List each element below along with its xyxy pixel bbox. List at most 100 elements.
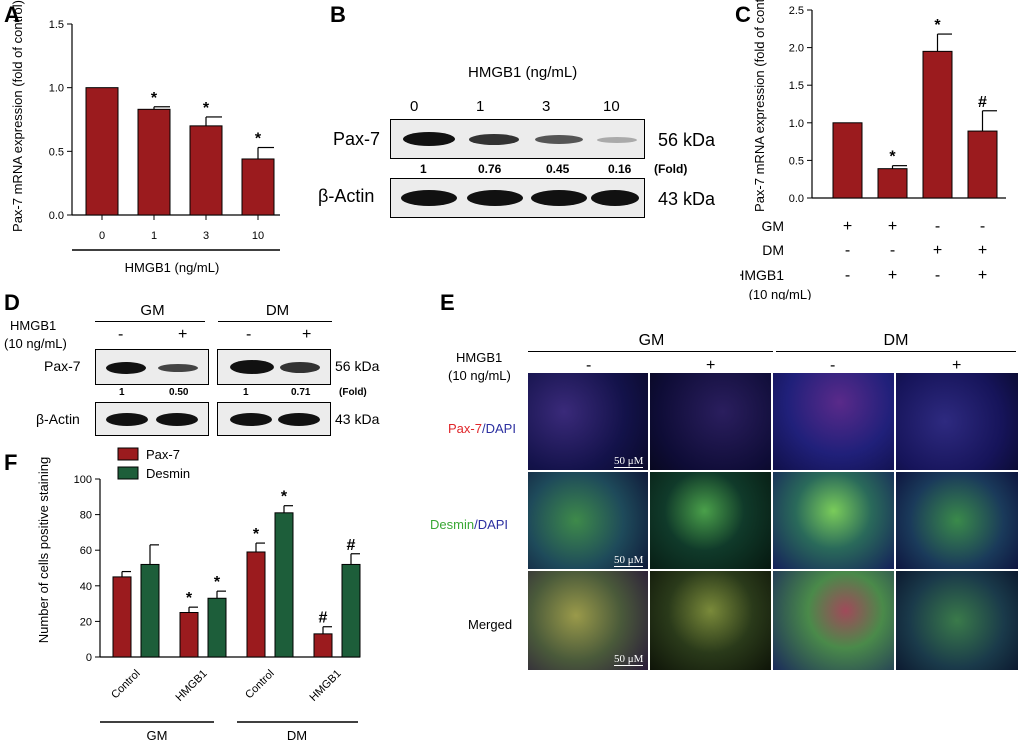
- blot-d-pax7-dm: [217, 349, 331, 385]
- chart-c-cond-sign: -: [935, 218, 940, 235]
- blot-b-fold-unit: (Fold): [654, 162, 688, 176]
- chart-a-bar: [189, 125, 223, 216]
- img-e-group-gm: GM: [638, 332, 665, 349]
- img-e-row1-label: Pax-7/DAPI: [448, 421, 516, 436]
- blot-d-treat-label: HMGB1: [10, 318, 57, 333]
- blot-d-sign-3: -: [246, 326, 252, 343]
- blot-b-row1-kda: 56 kDa: [658, 130, 716, 150]
- img-e-dm-line: [776, 351, 1016, 352]
- img-e-row3-label: Merged: [468, 617, 513, 632]
- chart-a-sig-label: *: [203, 100, 210, 117]
- blot-d-row1-kda: 56 kDa: [335, 358, 380, 374]
- panel-label-d: D: [4, 290, 20, 315]
- blot-d-group-gm: GM: [140, 302, 165, 319]
- img-e-treat-sub: (10 ng/mL): [448, 368, 511, 383]
- blot-b-fold-4: 0.16: [608, 162, 632, 176]
- chart-c-ytick-label: 0.5: [789, 155, 804, 167]
- chart-c-bar: [967, 130, 998, 199]
- blot-d-row2-label: β-Actin: [36, 411, 80, 427]
- chart-f: Number of cells positive staining 0 20 40 6…: [36, 447, 361, 743]
- chart-f-ytick-label: 0: [86, 652, 92, 664]
- chart-f-sig-label: #: [319, 610, 328, 627]
- img-e-scale-2: 50 μM: [614, 554, 644, 567]
- img-e-scale-3: 50 μM: [614, 653, 644, 666]
- chart-c-cond-label: DM: [762, 242, 784, 258]
- panel-label-f: F: [4, 450, 18, 475]
- chart-c-cond-sign: -: [980, 218, 985, 235]
- chart-c-cond-label: HMGB1: [740, 267, 784, 283]
- blot-d-gm-line: [95, 321, 205, 322]
- img-e-r3c4: [896, 571, 1018, 670]
- panel-label-e: E: [440, 290, 455, 315]
- panel-label-b: B: [330, 2, 346, 27]
- chart-a-xtick-label: 10: [252, 230, 264, 242]
- panel-label-a: A: [4, 2, 20, 27]
- img-e-row2-label: Desmin/DAPI: [430, 517, 508, 532]
- chart-a-ylabel: Pax-7 mRNA expression (fold of control): [10, 0, 25, 232]
- chart-f-sig-label: *: [214, 574, 221, 591]
- chart-c-cond-sign: -: [935, 267, 940, 284]
- chart-a-ytick-label: 0.5: [49, 146, 64, 158]
- chart-c-sig-label: #: [978, 94, 987, 111]
- chart-f-bar: [140, 563, 160, 658]
- chart-f-ytick-label: 60: [80, 545, 92, 557]
- chart-c-cond-sign: +: [888, 267, 897, 284]
- blot-b-lane-4: 10: [603, 98, 620, 115]
- img-e-treat-label: HMGB1: [456, 350, 503, 365]
- chart-a-xtick-label: 3: [203, 230, 209, 242]
- chart-a-xlabel: HMGB1 (ng/mL): [125, 260, 220, 275]
- chart-c-cond-sign: -: [890, 242, 895, 259]
- chart-a-ytick-label: 1.5: [49, 19, 64, 31]
- chart-f-legend-swatch: [117, 466, 139, 480]
- img-e-row2-marker: Desmin: [430, 517, 475, 532]
- chart-f-ytick-label: 40: [80, 581, 92, 593]
- chart-c-sig-label: *: [889, 149, 896, 166]
- chart-a-ytick-label: 0.0: [49, 210, 64, 222]
- blot-d-pax7-gm: [95, 349, 209, 385]
- chart-f-ytick-label: 80: [80, 510, 92, 522]
- panel-label-c: C: [735, 2, 751, 27]
- chart-a-ytick-label: 1.0: [49, 83, 64, 95]
- img-e-r2c4: [896, 472, 1018, 569]
- img-e-sign-3: -: [830, 357, 836, 374]
- chart-f-sig-label: #: [347, 537, 356, 554]
- chart-c: Pax-7 mRNA expression (fold of control) …: [740, 0, 1006, 300]
- chart-f-group-label-dm: DM: [287, 728, 307, 743]
- blot-b-fold-2: 0.76: [478, 162, 502, 176]
- img-e-r3c1: [528, 571, 648, 670]
- blot-d-sign-4: +: [302, 326, 312, 343]
- blot-d-treat-sub: (10 ng/mL): [4, 336, 67, 351]
- blot-d-dm-line: [218, 321, 332, 322]
- img-e-r1c2: [650, 373, 771, 470]
- chart-f-bar: [341, 563, 361, 658]
- chart-f-sig-label: *: [253, 526, 260, 543]
- img-e-row2-sep: /: [474, 517, 478, 532]
- blot-d-fold-1: 1: [119, 387, 125, 398]
- chart-f-bar: [274, 512, 294, 658]
- chart-f-ytick-label: 20: [80, 616, 92, 628]
- img-e-row1-marker: Pax-7: [448, 421, 482, 436]
- blot-d-row1-label: Pax-7: [44, 358, 81, 374]
- chart-f-xtick-label: HMGB1: [308, 668, 344, 704]
- img-e-row1-dapi: DAPI: [485, 421, 516, 436]
- img-e-row2-dapi: DAPI: [477, 517, 509, 532]
- chart-c-cond-sub: (10 ng/mL): [749, 287, 812, 300]
- chart-a-xtick-label: 0: [99, 230, 105, 242]
- blot-b-lane-3: 3: [542, 98, 551, 115]
- chart-c-sig-label: *: [934, 17, 941, 34]
- chart-c-ytick-label: 1.5: [789, 80, 804, 92]
- blot-d-actin-gm: [95, 402, 209, 436]
- img-e-group-dm: DM: [883, 332, 909, 349]
- chart-f-xtick-label: Control: [109, 668, 143, 702]
- img-e-scale-1: 50 μM: [614, 455, 644, 468]
- blot-b-lane-1: 0: [410, 98, 419, 115]
- blot-b-header: HMGB1 (ng/mL): [468, 64, 578, 81]
- chart-c-ytick-label: 1.0: [789, 118, 804, 130]
- chart-c-cond-label: GM: [761, 218, 784, 234]
- chart-c-bar: [922, 50, 953, 199]
- img-e-sign-2: +: [706, 357, 716, 374]
- chart-c-cond-sign: -: [845, 242, 850, 259]
- blot-b-actin: [390, 178, 645, 218]
- blot-b-fold-3: 0.45: [546, 162, 570, 176]
- blot-d-sign-1: -: [118, 326, 124, 343]
